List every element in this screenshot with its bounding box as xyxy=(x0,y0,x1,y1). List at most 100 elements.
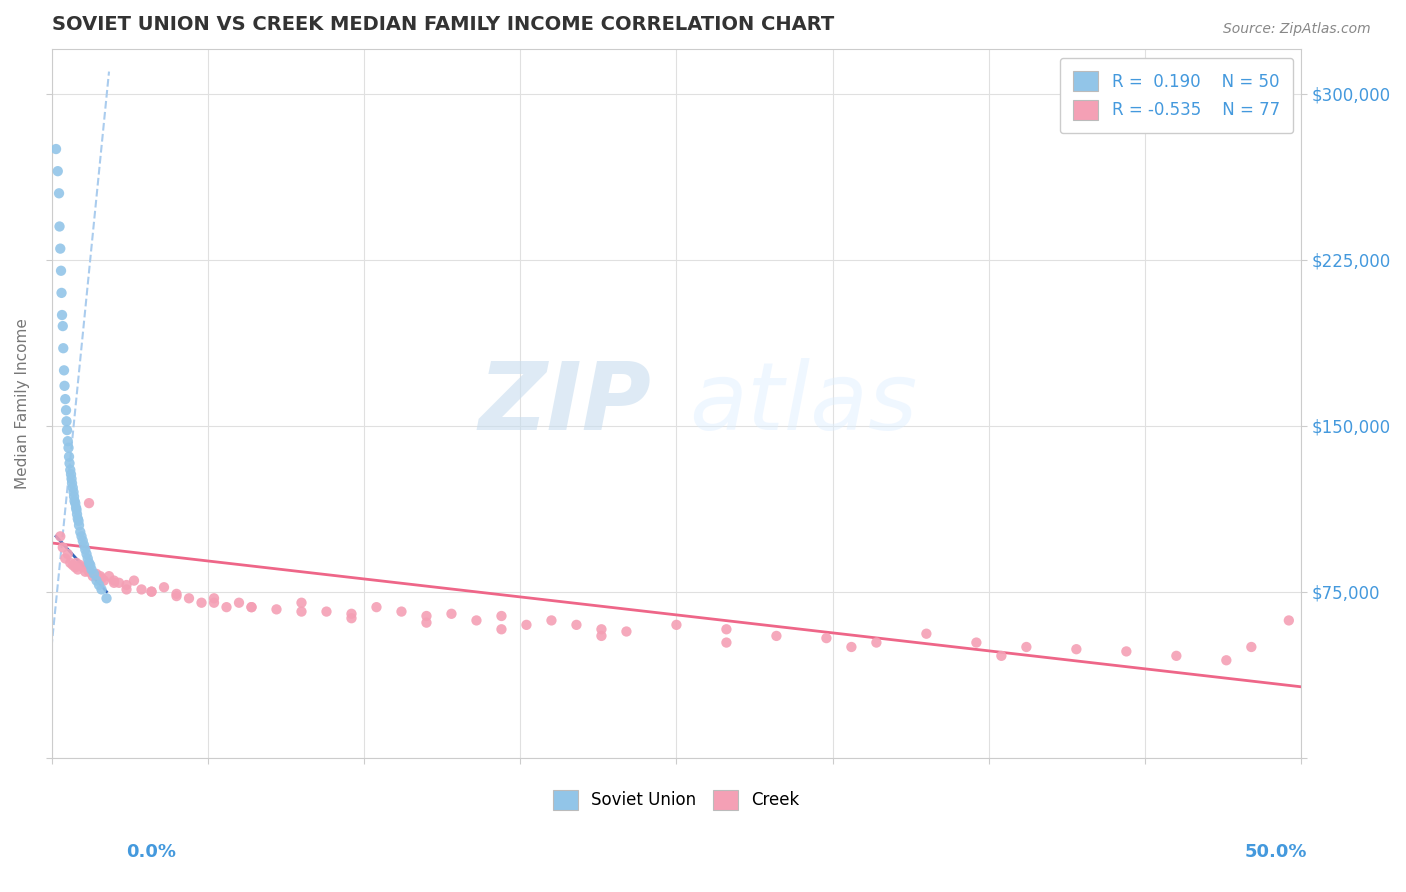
Point xyxy=(1166,648,1188,663)
Legend: Soviet Union, Creek: Soviet Union, Creek xyxy=(547,783,807,816)
Point xyxy=(45,142,67,156)
Point xyxy=(51,308,73,322)
Point xyxy=(72,533,94,548)
Point xyxy=(591,622,613,636)
Point xyxy=(90,582,112,597)
Point xyxy=(1015,640,1038,654)
Point xyxy=(665,618,688,632)
Point xyxy=(56,434,79,449)
Point xyxy=(55,403,77,417)
Point xyxy=(77,496,100,510)
Point xyxy=(58,450,80,464)
Point xyxy=(815,631,838,645)
Point xyxy=(108,575,131,590)
Point xyxy=(240,600,263,615)
Point xyxy=(103,575,125,590)
Point xyxy=(66,511,89,525)
Point xyxy=(1240,640,1263,654)
Point xyxy=(266,602,288,616)
Point xyxy=(65,502,87,516)
Point xyxy=(1215,653,1237,667)
Point xyxy=(53,363,76,377)
Point xyxy=(65,496,87,510)
Point xyxy=(60,476,83,491)
Text: atlas: atlas xyxy=(689,358,917,449)
Point xyxy=(491,609,513,624)
Point xyxy=(716,635,738,649)
Point xyxy=(465,614,488,628)
Point xyxy=(75,565,97,579)
Point xyxy=(62,481,84,495)
Point xyxy=(565,618,588,632)
Point xyxy=(83,566,105,581)
Point xyxy=(96,591,118,606)
Point xyxy=(73,538,96,552)
Point xyxy=(69,524,91,539)
Point xyxy=(65,560,87,574)
Point xyxy=(990,648,1012,663)
Point xyxy=(915,626,938,640)
Point xyxy=(841,640,863,654)
Point xyxy=(765,629,787,643)
Point xyxy=(616,624,638,639)
Point xyxy=(166,589,188,603)
Point xyxy=(80,562,103,576)
Point xyxy=(89,569,111,583)
Point xyxy=(66,562,89,576)
Point xyxy=(55,414,77,428)
Point xyxy=(46,164,69,178)
Point xyxy=(103,574,125,588)
Point xyxy=(90,571,112,585)
Point xyxy=(240,600,263,615)
Point xyxy=(52,319,75,334)
Text: ZIP: ZIP xyxy=(478,358,651,450)
Point xyxy=(48,186,70,201)
Point xyxy=(1278,614,1301,628)
Point xyxy=(141,584,163,599)
Text: 0.0%: 0.0% xyxy=(127,843,177,861)
Point xyxy=(60,472,83,486)
Point xyxy=(366,600,388,615)
Point xyxy=(591,629,613,643)
Point xyxy=(82,569,104,583)
Point xyxy=(190,596,212,610)
Point xyxy=(290,605,312,619)
Point xyxy=(76,551,98,566)
Point xyxy=(58,441,80,455)
Point xyxy=(49,242,72,256)
Point xyxy=(315,605,337,619)
Point xyxy=(69,558,91,573)
Point xyxy=(60,467,83,482)
Point xyxy=(415,609,437,624)
Point xyxy=(65,500,87,515)
Point xyxy=(391,605,413,619)
Point xyxy=(62,485,84,500)
Point xyxy=(53,379,76,393)
Point xyxy=(166,587,188,601)
Point xyxy=(86,566,108,581)
Point xyxy=(63,494,86,508)
Point xyxy=(53,551,76,566)
Point xyxy=(716,622,738,636)
Point xyxy=(440,607,463,621)
Point xyxy=(62,558,84,573)
Point xyxy=(202,591,225,606)
Point xyxy=(48,219,70,234)
Point xyxy=(1115,644,1137,658)
Point xyxy=(965,635,987,649)
Point xyxy=(515,618,537,632)
Point xyxy=(77,556,100,570)
Point xyxy=(340,611,363,625)
Point xyxy=(75,542,97,557)
Point xyxy=(56,423,79,437)
Point xyxy=(131,582,153,597)
Point xyxy=(540,614,562,628)
Text: SOVIET UNION VS CREEK MEDIAN FAMILY INCOME CORRELATION CHART: SOVIET UNION VS CREEK MEDIAN FAMILY INCO… xyxy=(52,15,834,34)
Point xyxy=(52,541,75,555)
Point xyxy=(67,518,90,533)
Point xyxy=(115,582,138,597)
Point xyxy=(79,558,101,573)
Point xyxy=(67,514,90,528)
Point xyxy=(415,615,437,630)
Point xyxy=(87,578,110,592)
